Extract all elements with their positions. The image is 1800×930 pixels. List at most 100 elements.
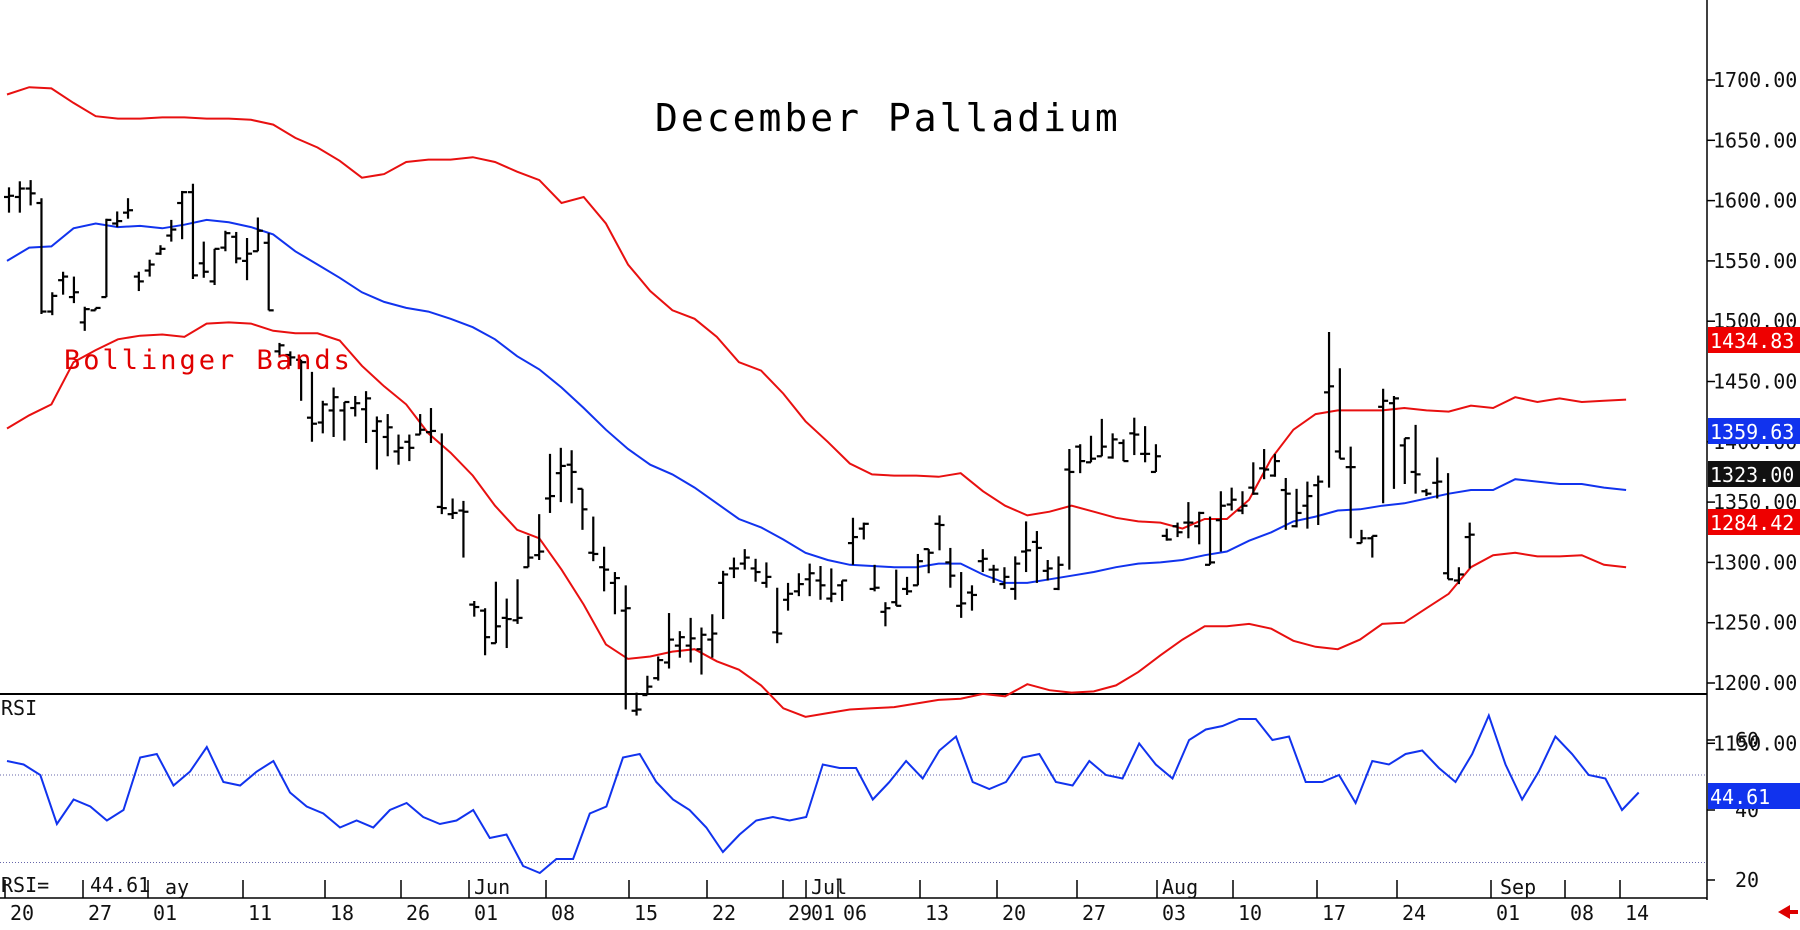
price-tick-label: 1450.00 <box>1713 370 1797 394</box>
date-label: 17 <box>1322 901 1346 925</box>
ohlc-bar <box>685 617 696 663</box>
ohlc-bar <box>350 395 361 417</box>
ohlc-bar <box>588 516 599 562</box>
price-tick-label: 1250.00 <box>1713 611 1797 635</box>
rsi-panel <box>0 696 1707 896</box>
scroll-arrow-icon[interactable] <box>1778 905 1790 919</box>
ohlc-bar <box>252 217 263 253</box>
ohlc-bar <box>815 566 826 600</box>
ohlc-bar <box>1129 417 1140 456</box>
date-label: 15 <box>634 901 658 925</box>
date-label: 11 <box>248 901 272 925</box>
ohlc-bar <box>36 198 47 314</box>
ohlc-bar <box>1172 522 1183 538</box>
price-tick-label: 1350.00 <box>1713 490 1797 514</box>
ohlc-bar <box>1161 528 1172 541</box>
price-tag-box <box>1708 509 1800 535</box>
date-label: 27 <box>1082 901 1106 925</box>
price-axis: 1700.001650.001600.001550.001500.001450.… <box>1707 68 1797 755</box>
date-label: 08 <box>551 901 575 925</box>
ohlc-bar <box>101 218 112 299</box>
ohlc-bar <box>728 557 739 579</box>
ohlc-bar <box>166 219 177 242</box>
ohlc-bar <box>220 230 231 252</box>
ohlc-bar <box>177 190 188 240</box>
price-tag-box <box>1708 418 1800 444</box>
ohlc-bar <box>209 247 220 286</box>
ohlc-bar <box>1291 488 1302 528</box>
ohlc-bar <box>404 434 415 462</box>
month-label: Aug <box>1162 875 1198 899</box>
ohlc-bar <box>198 241 209 278</box>
ohlc-bar <box>1042 559 1053 581</box>
ohlc-bar <box>977 549 988 573</box>
rsi-tick-label: 20 <box>1735 868 1759 892</box>
ohlc-bar <box>512 579 523 624</box>
ohlc-bar <box>631 692 642 716</box>
date-label: 20 <box>10 901 34 925</box>
ohlc-bar <box>285 351 296 366</box>
ohlc-bar <box>306 371 317 442</box>
ohlc-bar <box>1215 491 1226 552</box>
ohlc-bar <box>934 515 945 551</box>
ohlc-bar <box>566 450 577 504</box>
rsi-panel-label: RSI <box>1 696 37 720</box>
price-tag-value: 1359.63 <box>1710 420 1794 444</box>
date-label: 29 <box>788 901 812 925</box>
ohlc-bar <box>1443 473 1454 581</box>
ohlc-bar <box>415 414 426 436</box>
ohlc-bar <box>858 522 869 540</box>
ohlc-bar <box>436 433 447 515</box>
ohlc-bar <box>642 675 653 697</box>
ohlc-bar <box>1302 481 1313 529</box>
price-bars <box>4 180 1475 716</box>
ohlc-bar <box>772 587 783 644</box>
bollinger-bands-label: Bollinger Bands <box>64 345 353 376</box>
ohlc-bar <box>523 535 534 569</box>
lower-bollinger-band <box>6 321 1627 718</box>
ohlc-bar <box>68 276 79 304</box>
ohlc-bar <box>1367 534 1378 558</box>
ohlc-bar <box>555 447 566 503</box>
ohlc-bar <box>1345 446 1356 539</box>
ohlc-bar <box>1194 511 1205 545</box>
ohlc-bar <box>1031 531 1042 583</box>
ohlc-bar <box>1334 368 1345 460</box>
ohlc-bar <box>653 656 664 681</box>
ohlc-bar <box>1378 388 1389 504</box>
ohlc-bar <box>242 237 253 281</box>
ohlc-bar <box>79 306 90 331</box>
ohlc-bar <box>718 570 729 620</box>
ohlc-bar <box>988 564 999 583</box>
ohlc-bar <box>912 553 923 587</box>
price-tag-value: 1434.83 <box>1710 329 1794 353</box>
ohlc-bar <box>1388 395 1399 489</box>
ohlc-bar <box>1205 516 1216 566</box>
ohlc-bar <box>750 558 761 582</box>
price-tick-label: 1300.00 <box>1713 550 1797 574</box>
date-label: 01 <box>1496 901 1520 925</box>
ohlc-bar <box>1150 444 1161 474</box>
ohlc-bar <box>1259 449 1270 480</box>
month-label: Sep <box>1500 875 1536 899</box>
upper-bollinger-band <box>6 86 1627 530</box>
ohlc-bar <box>793 573 804 597</box>
ohlc-bar <box>1118 439 1129 463</box>
date-label: 13 <box>925 901 949 925</box>
ohlc-bar <box>1226 487 1237 511</box>
ohlc-bar <box>1421 488 1432 497</box>
date-label: 27 <box>88 901 112 925</box>
ohlc-bar <box>761 562 772 588</box>
ohlc-bar <box>837 579 848 601</box>
price-tag-value: 1323.00 <box>1710 463 1794 487</box>
middle-bollinger-band <box>6 218 1627 584</box>
ohlc-bar <box>847 517 858 565</box>
ohlc-bar <box>891 569 902 607</box>
ohlc-bar <box>296 358 307 401</box>
date-label: 08 <box>1570 901 1594 925</box>
ohlc-bar <box>620 585 631 710</box>
ohlc-bar <box>371 416 382 470</box>
scroll-arrow-shaft[interactable] <box>1789 910 1798 914</box>
